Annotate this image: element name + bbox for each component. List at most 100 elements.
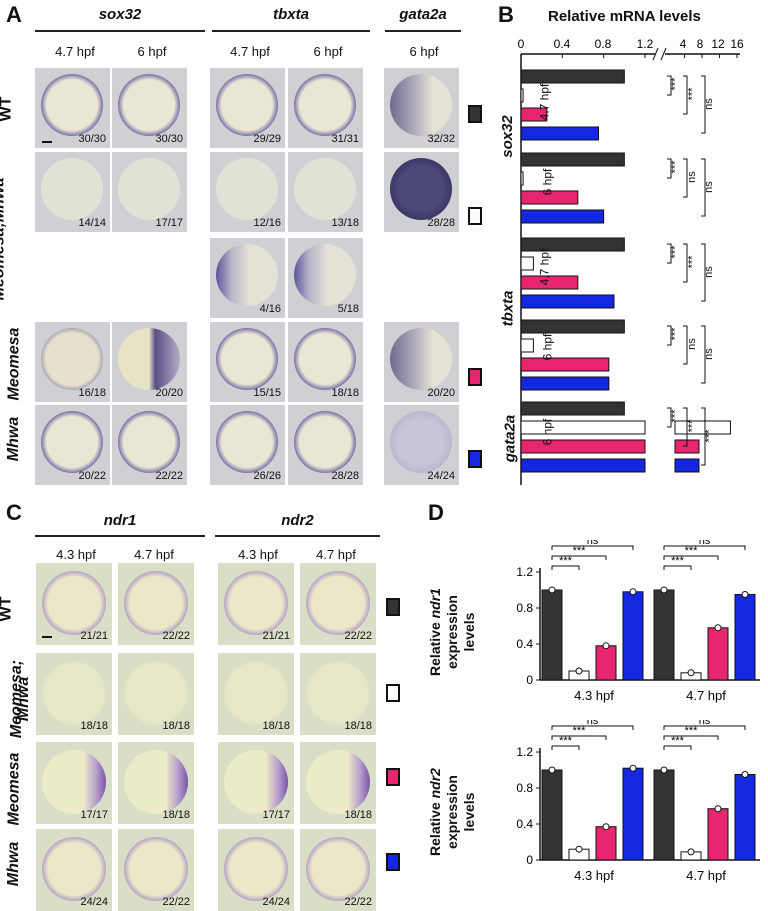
embryo	[224, 750, 288, 814]
time-label: 4.7 hpf	[134, 547, 174, 562]
in-situ-image: 16/18	[35, 322, 110, 402]
ratio-label: 21/21	[80, 630, 108, 642]
in-situ-image: 18/18	[118, 742, 194, 824]
d-bar	[595, 826, 617, 861]
d-tick-label: 1.2	[516, 745, 533, 759]
b-sig-label: ***	[703, 429, 716, 443]
d-tick-label: 1.2	[516, 565, 533, 579]
b-bar	[520, 88, 524, 103]
d-bar	[541, 589, 563, 681]
in-situ-image: 20/20	[112, 322, 187, 402]
in-situ-image: 24/24	[384, 405, 459, 485]
d-group-label: 4.7 hpf	[686, 688, 726, 703]
d-tick-label: 0	[526, 673, 533, 687]
d-sig-bracket	[663, 735, 719, 740]
d-point	[687, 669, 695, 677]
in-situ-image: 24/24	[36, 829, 112, 911]
panel-b-label: B	[498, 2, 514, 27]
d-bar	[707, 808, 729, 861]
d-tick-label: 0.4	[516, 817, 533, 831]
d-chart-ndr2: 00.40.81.24.3 hpf******ns4.7 hpf******ns	[516, 720, 760, 883]
b-tick-16: 16	[730, 37, 744, 51]
genotype-swatch-wt	[468, 105, 482, 123]
header-underline	[215, 535, 380, 537]
time-label: 6 hpf	[409, 44, 439, 59]
panel-d-label: D	[428, 500, 444, 525]
b-gene-sox32: sox32	[498, 115, 516, 158]
in-situ-image: 30/30	[35, 68, 110, 148]
in-situ-image: 26/26	[210, 405, 285, 485]
b-tick-8: 8	[697, 37, 704, 51]
ratio-label: 18/18	[162, 809, 190, 821]
d-sig-label: ns	[699, 720, 711, 727]
embryo	[294, 74, 356, 136]
d-sig-bracket	[551, 565, 580, 570]
row-label-wt: WT	[0, 96, 15, 122]
d-point	[575, 845, 583, 853]
ratio-label: 26/26	[253, 470, 281, 482]
ratio-label: 29/29	[253, 133, 281, 145]
row-label-mhwa: Mhwa	[5, 416, 23, 462]
b-bar	[520, 126, 599, 141]
d-sig-label: ***	[559, 735, 573, 747]
embryo	[118, 74, 180, 136]
d-point	[741, 771, 749, 778]
b-bar-right	[674, 458, 700, 473]
b-tick-12r: 12	[711, 37, 725, 51]
in-situ-image: 22/22	[112, 405, 187, 485]
ratio-label: 20/20	[155, 387, 183, 399]
ratio-label: 28/28	[427, 217, 455, 229]
b-sig-bracket	[701, 75, 706, 134]
gene-header-ndr1: ndr1	[103, 512, 137, 529]
b-bar	[520, 237, 625, 252]
embryo	[306, 661, 370, 725]
ratio-label: 22/22	[162, 630, 190, 642]
b-sig-bracket	[683, 325, 688, 365]
d-sig-bracket	[663, 545, 746, 550]
b-sig-label: ns	[702, 98, 715, 110]
time-label: 6 hpf	[137, 44, 167, 59]
d-bar	[707, 627, 729, 681]
embryo	[390, 328, 452, 390]
b-bar	[520, 420, 646, 435]
d-sig-bracket	[551, 735, 607, 740]
b-sig-label: ns	[685, 171, 698, 183]
d-tick-label: 0.8	[516, 601, 533, 615]
gene-header-gata2a: gata2a	[399, 6, 447, 23]
ratio-label: 28/28	[331, 470, 359, 482]
gene-header-sox32: sox32	[98, 6, 142, 23]
d-point	[714, 624, 722, 632]
embryo	[216, 244, 278, 306]
d-sig-bracket	[663, 745, 692, 750]
embryo	[216, 74, 278, 136]
embryo	[42, 571, 106, 635]
b-bar	[520, 401, 625, 416]
b-sub-label: 6 hpf	[540, 333, 555, 361]
d-bar	[595, 645, 617, 681]
embryo	[118, 328, 180, 390]
panel-c-label: C	[6, 500, 22, 525]
header-underline	[385, 30, 461, 32]
ratio-label: 17/17	[155, 217, 183, 229]
d-group-label: 4.3 hpf	[574, 868, 614, 883]
b-sig-label: ***	[686, 255, 699, 269]
ratio-label: 20/20	[427, 387, 455, 399]
b-sig-bracket	[683, 407, 688, 447]
header-underline	[35, 30, 205, 32]
b-sig-bracket	[683, 158, 688, 198]
embryo	[224, 571, 288, 635]
d-point	[629, 588, 637, 596]
genotype-swatch-double	[386, 684, 400, 702]
in-situ-image: 31/31	[288, 68, 363, 148]
ratio-label: 13/18	[331, 217, 359, 229]
ratio-label: 17/17	[80, 809, 108, 821]
in-situ-image: 17/17	[112, 152, 187, 232]
header-underline	[35, 535, 205, 537]
b-bar	[520, 439, 646, 454]
d-point	[629, 764, 637, 772]
d-tick-label: 0.4	[516, 637, 533, 651]
d-point	[548, 586, 556, 594]
b-bar	[520, 107, 548, 122]
d-sig-bracket	[551, 745, 580, 750]
ratio-label: 22/22	[162, 896, 190, 908]
